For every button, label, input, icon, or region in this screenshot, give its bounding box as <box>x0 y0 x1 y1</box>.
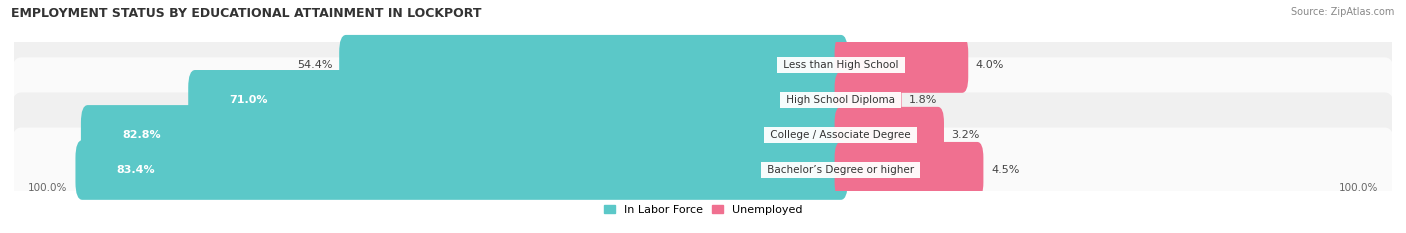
Text: 100.0%: 100.0% <box>28 183 67 193</box>
FancyBboxPatch shape <box>835 37 969 93</box>
FancyBboxPatch shape <box>10 57 1396 142</box>
Text: 82.8%: 82.8% <box>122 130 160 140</box>
Text: 100.0%: 100.0% <box>1339 183 1378 193</box>
FancyBboxPatch shape <box>82 105 848 165</box>
Text: EMPLOYMENT STATUS BY EDUCATIONAL ATTAINMENT IN LOCKPORT: EMPLOYMENT STATUS BY EDUCATIONAL ATTAINM… <box>11 7 482 20</box>
Text: Bachelor’s Degree or higher: Bachelor’s Degree or higher <box>763 165 918 175</box>
Text: 3.2%: 3.2% <box>952 130 980 140</box>
Text: High School Diploma: High School Diploma <box>783 95 898 105</box>
FancyBboxPatch shape <box>76 140 848 200</box>
Text: College / Associate Degree: College / Associate Degree <box>768 130 914 140</box>
FancyBboxPatch shape <box>835 72 901 128</box>
Text: 1.8%: 1.8% <box>910 95 938 105</box>
FancyBboxPatch shape <box>10 93 1396 177</box>
FancyBboxPatch shape <box>835 142 983 198</box>
Legend: In Labor Force, Unemployed: In Labor Force, Unemployed <box>600 202 806 218</box>
FancyBboxPatch shape <box>188 70 848 130</box>
Text: 4.0%: 4.0% <box>976 60 1004 70</box>
Text: Less than High School: Less than High School <box>780 60 901 70</box>
Text: 54.4%: 54.4% <box>297 60 332 70</box>
Text: 71.0%: 71.0% <box>229 95 269 105</box>
Text: 83.4%: 83.4% <box>117 165 156 175</box>
Text: Source: ZipAtlas.com: Source: ZipAtlas.com <box>1291 7 1395 17</box>
Text: 4.5%: 4.5% <box>991 165 1019 175</box>
FancyBboxPatch shape <box>10 127 1396 212</box>
FancyBboxPatch shape <box>10 22 1396 107</box>
FancyBboxPatch shape <box>339 35 848 95</box>
FancyBboxPatch shape <box>835 107 943 163</box>
